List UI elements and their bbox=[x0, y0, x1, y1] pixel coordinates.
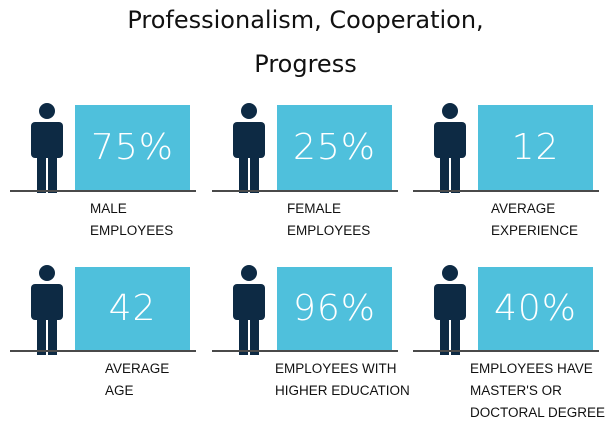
person bbox=[432, 265, 468, 359]
baseline bbox=[10, 350, 196, 352]
baseline bbox=[413, 350, 599, 352]
label-line: AVERAGE bbox=[491, 201, 556, 216]
label-line: EMPLOYEES WITH bbox=[275, 361, 397, 376]
title-line: Progress bbox=[254, 50, 357, 78]
baseline bbox=[212, 350, 398, 352]
baseline bbox=[10, 190, 196, 192]
person bbox=[231, 103, 267, 197]
person bbox=[432, 103, 468, 197]
label-line: MASTER'S OR bbox=[470, 383, 562, 398]
stat-box: 75% bbox=[75, 105, 190, 190]
label-line: EXPERIENCE bbox=[491, 223, 579, 238]
stat-label: AVERAGE EXPERIENCE bbox=[491, 198, 578, 242]
stat-box: 42 bbox=[75, 267, 190, 350]
label-line: EMPLOYEES HAVE bbox=[470, 361, 593, 376]
baseline bbox=[413, 190, 599, 192]
stat-box: 12 bbox=[478, 105, 593, 190]
label-line: FEMALE bbox=[287, 201, 342, 216]
label-line: EMPLOYEES bbox=[287, 223, 371, 238]
stat-box: 25% bbox=[277, 105, 392, 190]
stat-box: 40% bbox=[478, 267, 593, 350]
label-line: EMPLOYEES bbox=[90, 223, 174, 238]
stat-label: EMPLOYEES WITH HIGHER EDUCATION bbox=[275, 358, 410, 402]
baseline bbox=[212, 190, 398, 192]
stat-label: MALE EMPLOYEES bbox=[90, 198, 173, 242]
stat-label: AVERAGE AGE bbox=[105, 358, 169, 402]
stat-label: FEMALE EMPLOYEES bbox=[287, 198, 370, 242]
person-icon bbox=[434, 265, 466, 355]
person-icon bbox=[31, 103, 63, 193]
person-icon bbox=[31, 265, 63, 355]
stat-label: EMPLOYEES HAVE MASTER'S OR DOCTORAL DEGREE bbox=[470, 358, 605, 424]
label-line: AGE bbox=[105, 383, 134, 398]
person bbox=[29, 265, 65, 359]
title-line: Professionalism, Cooperation, bbox=[127, 6, 484, 34]
person-icon bbox=[233, 103, 265, 193]
label-line: MALE bbox=[90, 201, 127, 216]
person bbox=[29, 103, 65, 197]
label-line: DOCTORAL DEGREE bbox=[470, 405, 606, 420]
person-icon bbox=[434, 103, 466, 193]
label-line: HIGHER EDUCATION bbox=[275, 383, 410, 398]
stat-box: 96% bbox=[277, 267, 392, 350]
person bbox=[231, 265, 267, 359]
person-icon bbox=[233, 265, 265, 355]
label-line: AVERAGE bbox=[105, 361, 170, 376]
